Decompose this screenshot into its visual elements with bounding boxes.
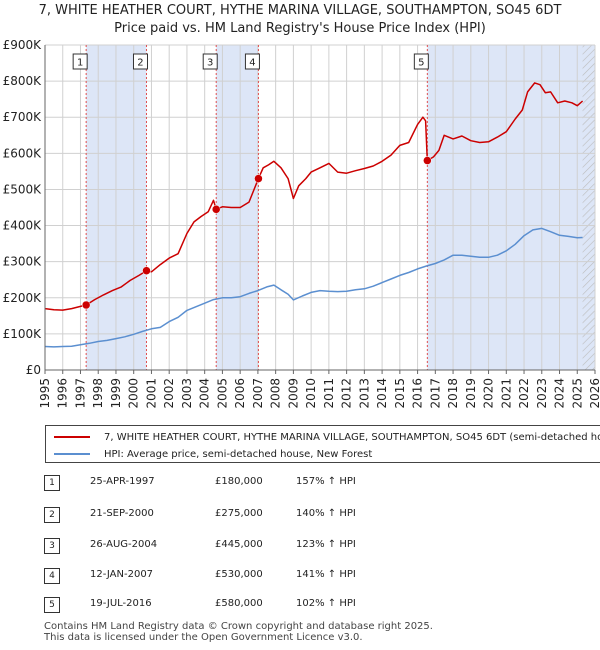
x-tick-label: 2017 bbox=[428, 378, 442, 409]
legend-label-property: 7, WHITE HEATHER COURT, HYTHE MARINA VIL… bbox=[104, 431, 600, 443]
sale-number-label: 4 bbox=[249, 58, 255, 69]
x-tick-label: 2022 bbox=[517, 378, 531, 409]
sale-number-label: 1 bbox=[77, 58, 83, 69]
y-tick-label: £800K bbox=[3, 74, 43, 88]
x-tick-label: 2014 bbox=[375, 378, 389, 409]
legend-item-property: 7, WHITE HEATHER COURT, HYTHE MARINA VIL… bbox=[54, 429, 600, 445]
x-tick-label: 2000 bbox=[127, 378, 141, 409]
sale-number-box bbox=[244, 53, 260, 70]
x-tick-label: 2001 bbox=[144, 378, 158, 409]
sale-price: £445,000 bbox=[215, 539, 263, 550]
sale-price: £530,000 bbox=[215, 569, 263, 580]
y-tick-label: £600K bbox=[3, 146, 43, 160]
x-tick-label: 2021 bbox=[499, 378, 513, 409]
x-tick-label: 1998 bbox=[91, 378, 105, 409]
sale-number-badge: 5 bbox=[44, 597, 60, 613]
x-tick-label: 2023 bbox=[535, 378, 549, 409]
hatched-forecast-region bbox=[582, 45, 595, 370]
x-tick-label: 2005 bbox=[215, 378, 229, 409]
x-tick-label: 2009 bbox=[286, 378, 300, 409]
x-tick-label: 1996 bbox=[56, 378, 70, 409]
price-chart: £0 £100K £200K £300K £400K £500K £600K £700K £80… bbox=[3, 38, 600, 409]
footer-copyright: Contains HM Land Registry data © Crown c… bbox=[44, 621, 433, 632]
sale-number-box bbox=[413, 53, 429, 70]
sale-point bbox=[423, 156, 432, 165]
y-tick-label: £200K bbox=[3, 291, 43, 305]
table-row: 4 12-JAN-2007 £530,000 141% ↑ HPI bbox=[44, 568, 464, 584]
sale-number-label: 5 bbox=[418, 58, 424, 69]
legend-swatch-hpi bbox=[54, 453, 90, 455]
shaded-range bbox=[427, 45, 595, 370]
x-tick-label: 1997 bbox=[73, 378, 87, 409]
y-tick-label: £700K bbox=[3, 110, 43, 124]
x-tick-label: 2025 bbox=[570, 378, 584, 409]
sale-number-badge: 3 bbox=[44, 538, 60, 554]
footer-credits: Contains HM Land Registry data © Crown c… bbox=[44, 621, 433, 643]
legend: 7, WHITE HEATHER COURT, HYTHE MARINA VIL… bbox=[45, 425, 600, 463]
sale-hpi-change: 140% ↑ HPI bbox=[296, 508, 356, 519]
x-tick-label: 2003 bbox=[180, 378, 194, 409]
x-tick-label: 2018 bbox=[446, 378, 460, 409]
sale-price: £180,000 bbox=[215, 476, 263, 487]
y-tick-label: £300K bbox=[3, 255, 43, 269]
sale-price: £275,000 bbox=[215, 508, 263, 519]
legend-label-hpi: HPI: Average price, semi-detached house,… bbox=[104, 448, 373, 460]
legend-swatch-property bbox=[54, 436, 90, 438]
sale-hpi-change: 102% ↑ HPI bbox=[296, 598, 356, 609]
x-tick-label: 2004 bbox=[198, 378, 212, 409]
y-tick-label: £500K bbox=[3, 182, 43, 196]
x-tick-label: 1995 bbox=[38, 378, 52, 409]
x-tick-label: 2026 bbox=[588, 378, 600, 409]
sale-point bbox=[211, 205, 221, 214]
sale-hpi-change: 141% ↑ HPI bbox=[296, 569, 356, 580]
x-tick-label: 2011 bbox=[322, 378, 336, 409]
y-tick-label: £0 bbox=[26, 363, 41, 377]
sale-date: 19-JUL-2016 bbox=[90, 598, 152, 609]
x-tick-label: 2016 bbox=[411, 378, 425, 409]
table-row: 3 26-AUG-2004 £445,000 123% ↑ HPI bbox=[44, 538, 464, 554]
x-tick-label: 1999 bbox=[109, 378, 123, 409]
footer-licence: This data is licensed under the Open Gov… bbox=[44, 632, 363, 643]
x-tick-label: 2007 bbox=[251, 378, 265, 409]
sale-date: 26-AUG-2004 bbox=[90, 539, 158, 550]
legend-item-hpi: HPI: Average price, semi-detached house,… bbox=[54, 446, 372, 462]
x-tick-label: 2006 bbox=[233, 378, 247, 409]
x-tick-label: 2008 bbox=[269, 378, 283, 409]
sale-date: 21-SEP-2000 bbox=[90, 508, 154, 519]
series-line-hpi bbox=[44, 227, 583, 348]
table-row: 2 21-SEP-2000 £275,000 140% ↑ HPI bbox=[44, 507, 464, 523]
x-tick-label: 2013 bbox=[357, 378, 371, 409]
sale-date: 25-APR-1997 bbox=[90, 476, 155, 487]
table-row: 1 25-APR-1997 £180,000 157% ↑ HPI bbox=[44, 475, 464, 491]
x-tick-label: 2019 bbox=[464, 378, 478, 409]
x-tick-label: 2012 bbox=[340, 378, 354, 409]
sale-number-box bbox=[132, 53, 148, 70]
y-tick-label: £400K bbox=[3, 219, 43, 233]
y-tick-label: £100K bbox=[3, 327, 43, 341]
x-tick-label: 2010 bbox=[304, 378, 318, 409]
sale-hpi-change: 157% ↑ HPI bbox=[296, 476, 356, 487]
sale-number-badge: 2 bbox=[44, 507, 60, 523]
x-tick-label: 2015 bbox=[393, 378, 407, 409]
chart-title-line-2: Price paid vs. HM Land Registry's House … bbox=[114, 21, 486, 36]
sale-number-box bbox=[202, 53, 218, 70]
sale-hpi-change: 123% ↑ HPI bbox=[296, 539, 356, 550]
sale-number-label: 3 bbox=[207, 58, 213, 69]
x-tick-label: 2002 bbox=[162, 378, 176, 409]
sale-number-badge: 1 bbox=[44, 475, 60, 491]
sale-date: 12-JAN-2007 bbox=[90, 569, 154, 580]
table-row: 5 19-JUL-2016 £580,000 102% ↑ HPI bbox=[44, 597, 464, 613]
sale-number-box bbox=[72, 53, 88, 70]
x-tick-label: 2024 bbox=[553, 378, 567, 409]
sale-point bbox=[142, 266, 151, 275]
y-tick-label: £900K bbox=[3, 38, 43, 52]
sale-point bbox=[81, 300, 91, 310]
sale-number-label: 2 bbox=[137, 58, 143, 69]
sale-price: £580,000 bbox=[215, 598, 263, 609]
sale-number-badge: 4 bbox=[44, 568, 60, 584]
x-tick-label: 2020 bbox=[482, 378, 496, 409]
sale-point bbox=[254, 174, 263, 183]
chart-title-line-1: 7, WHITE HEATHER COURT, HYTHE MARINA VIL… bbox=[38, 3, 562, 18]
